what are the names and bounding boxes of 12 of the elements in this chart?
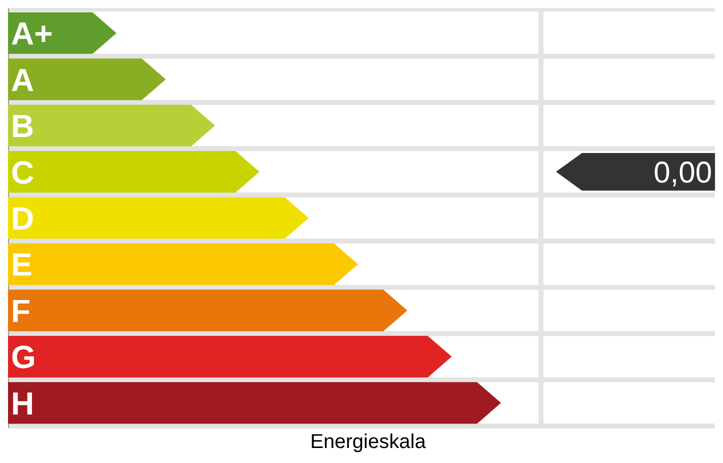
y-tick-label: E	[11, 246, 32, 283]
x-axis-title: Energieskala	[310, 431, 427, 453]
y-tick-label: D	[11, 200, 34, 237]
y-tick-label: A	[11, 62, 34, 98]
y-tick-label: A+	[11, 16, 53, 52]
y-tick-label: B	[11, 108, 34, 144]
y-tick-label: F	[11, 292, 31, 329]
bar	[8, 104, 216, 146]
y-tick-label: C	[11, 154, 34, 190]
y-tick-label: G	[11, 339, 36, 376]
y-tick-label: H	[11, 385, 34, 422]
text: 0,00	[654, 156, 712, 190]
